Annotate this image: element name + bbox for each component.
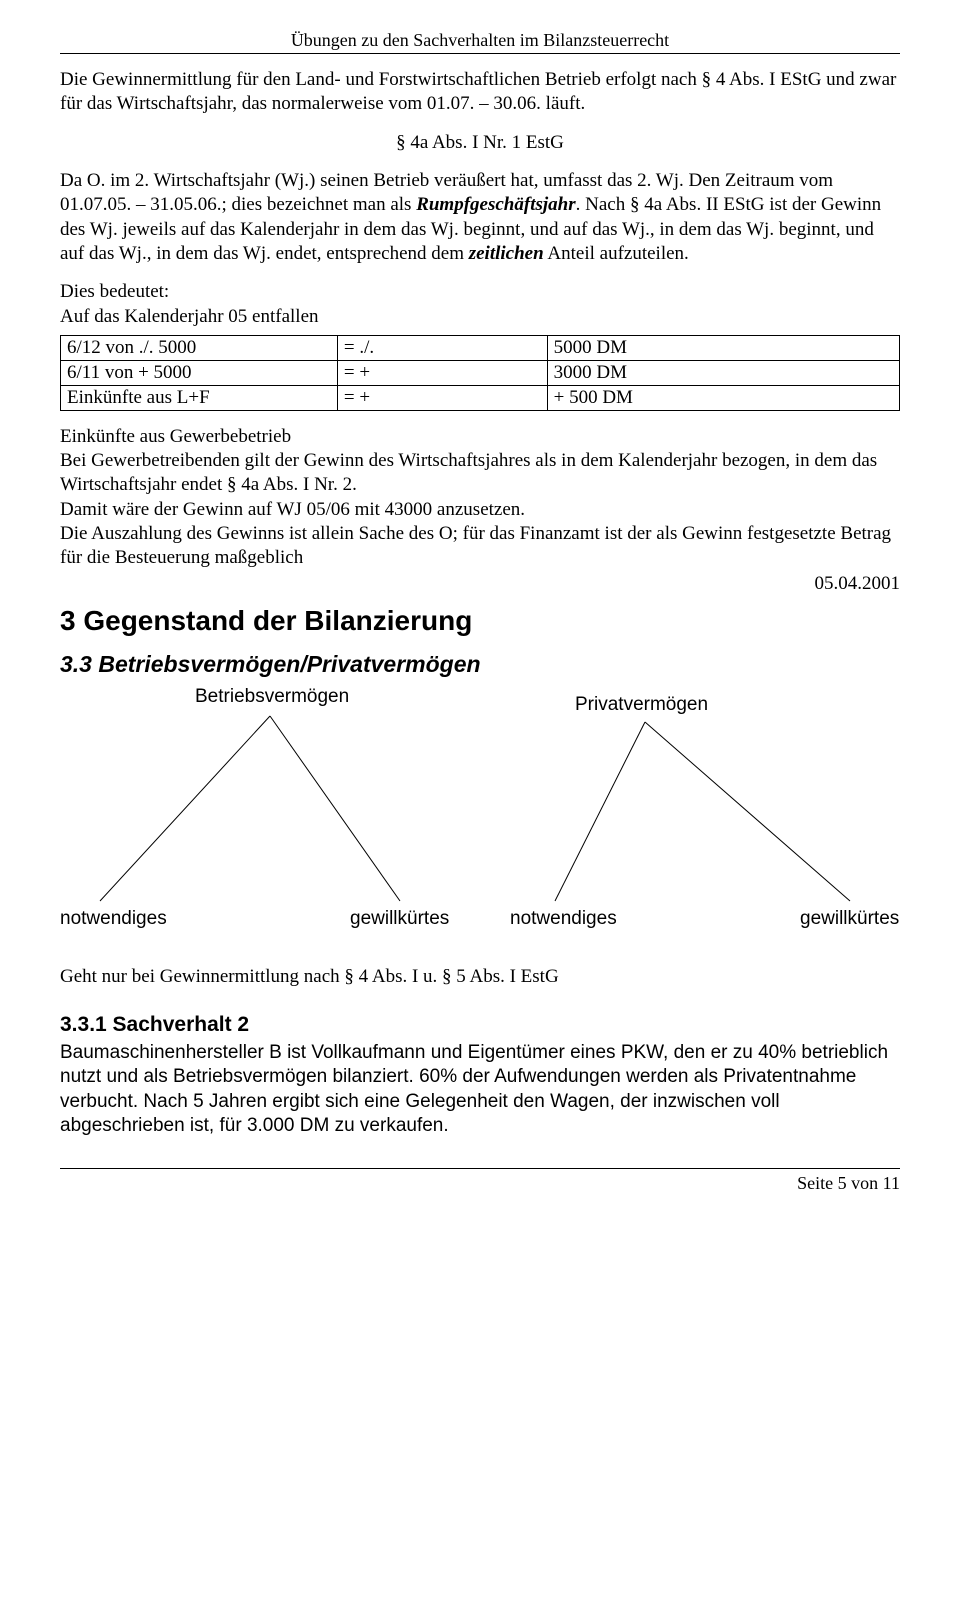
cell: = + xyxy=(337,385,547,410)
paragraph-3: Dies bedeutet: Auf das Kalenderjahr 05 e… xyxy=(60,280,900,329)
tree-line xyxy=(270,716,400,901)
paragraph-4: Einkünfte aus Gewerbebetrieb Bei Gewerbe… xyxy=(60,425,900,571)
tree-line xyxy=(555,722,645,901)
table-row: 6/12 von ./. 5000 = ./. 5000 DM xyxy=(61,335,900,360)
p2-term-zeitlich: zeitlichen xyxy=(469,243,544,264)
p2-part-e: Anteil aufzuteilen. xyxy=(544,243,689,264)
tree-label-bv: Betriebsvermögen xyxy=(195,686,349,708)
cell: 5000 DM xyxy=(547,335,899,360)
heading-3: 3 Gegenstand der Bilanzierung xyxy=(60,605,900,637)
date-stamp: 05.04.2001 xyxy=(60,573,900,595)
paragraph-centered-ref: § 4a Abs. I Nr. 1 EstG xyxy=(60,131,900,155)
p2-term-rumpf: Rumpfgeschäftsjahr xyxy=(416,194,575,215)
table-row: Einkünfte aus L+F = + + 500 DM xyxy=(61,385,900,410)
cell: Einkünfte aus L+F xyxy=(61,385,338,410)
cell: = ./. xyxy=(337,335,547,360)
tree-lines-svg xyxy=(60,686,900,951)
tree-diagram: Betriebsvermögen Privatvermögen notwendi… xyxy=(60,686,900,951)
cell: 3000 DM xyxy=(547,360,899,385)
page-footer: Seite 5 von 11 xyxy=(60,1168,900,1194)
heading-3-3-1: 3.3.1 Sachverhalt 2 xyxy=(60,1013,900,1037)
tree-leaf-1: notwendiges xyxy=(60,908,167,930)
cell: + 500 DM xyxy=(547,385,899,410)
table-row: 6/11 von + 5000 = + 3000 DM xyxy=(61,360,900,385)
tree-line xyxy=(100,716,270,901)
tree-line xyxy=(645,722,850,901)
paragraph-1: Die Gewinnermittlung für den Land- und F… xyxy=(60,68,900,117)
paragraph-5: Geht nur bei Gewinnermittlung nach § 4 A… xyxy=(60,965,900,989)
tree-leaf-2: gewillkürtes xyxy=(350,908,449,930)
calc-table: 6/12 von ./. 5000 = ./. 5000 DM 6/11 von… xyxy=(60,335,900,411)
cell: 6/12 von ./. 5000 xyxy=(61,335,338,360)
cell: = + xyxy=(337,360,547,385)
tree-label-pv: Privatvermögen xyxy=(575,694,708,716)
paragraph-6: Baumaschinenhersteller B ist Vollkaufman… xyxy=(60,1041,900,1138)
page-header: Übungen zu den Sachverhalten im Bilanzst… xyxy=(60,30,900,54)
tree-leaf-3: notwendiges xyxy=(510,908,617,930)
tree-leaf-4: gewillkürtes xyxy=(800,908,899,930)
paragraph-2: Da O. im 2. Wirtschaftsjahr (Wj.) seinen… xyxy=(60,169,900,266)
heading-3-3: 3.3 Betriebsvermögen/Privatvermögen xyxy=(60,651,900,678)
cell: 6/11 von + 5000 xyxy=(61,360,338,385)
